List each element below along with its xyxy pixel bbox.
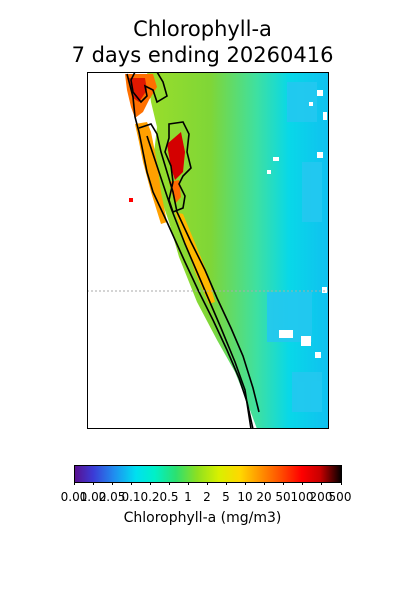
- coastline: [126, 72, 260, 429]
- colorbar-tick-label: 1: [184, 490, 192, 504]
- colorbar-tick-label: 100: [290, 490, 314, 504]
- colorbar-tick-label: 5: [222, 490, 230, 504]
- colorbar-gradient: [74, 465, 342, 483]
- colorbar-title: Chlorophyll-a (mg/m3): [123, 510, 282, 526]
- chlorophyll-map: [87, 72, 329, 429]
- colorbar-tick-label: 50: [275, 490, 291, 504]
- offshore-patches: [267, 82, 322, 412]
- colorbar-tick-label: 20: [256, 490, 272, 504]
- colorbar-tick-label: 0.5: [159, 490, 179, 504]
- map-title: Chlorophyll-a: [133, 17, 272, 41]
- colorbar-tick-label: 500: [328, 490, 352, 504]
- colorbar: [74, 465, 342, 485]
- colorbar-tick-label: 2: [203, 490, 211, 504]
- colorbar-tick-label: 0.05: [98, 490, 126, 504]
- colorbar-tick-label: 200: [309, 490, 333, 504]
- colorbar-tick-label: 10: [237, 490, 253, 504]
- map-frame: [87, 72, 329, 429]
- map-subtitle: 7 days ending 20260416: [71, 43, 334, 67]
- colorbar-ticks: [74, 482, 342, 485]
- colorbar-tick-label: 0.1: [121, 490, 141, 504]
- colorbar-tick-label: 0.02: [79, 490, 107, 504]
- colorbar-tick-label: 0.01: [60, 490, 88, 504]
- missing-data-pixels: [267, 90, 327, 358]
- colorbar-tick-label: 0.2: [140, 490, 160, 504]
